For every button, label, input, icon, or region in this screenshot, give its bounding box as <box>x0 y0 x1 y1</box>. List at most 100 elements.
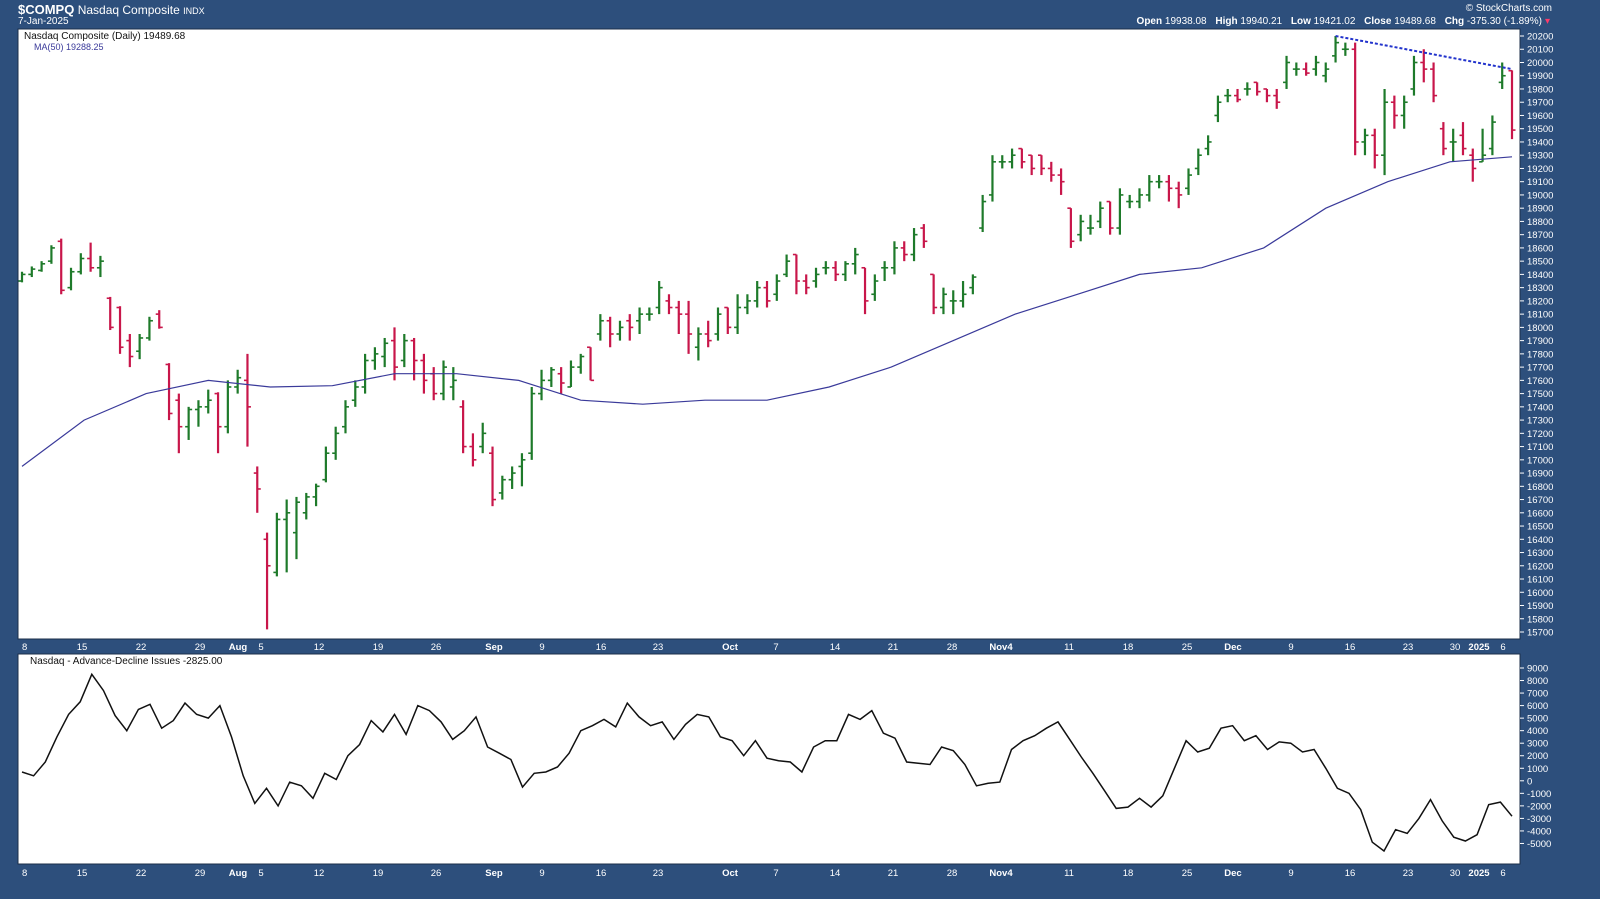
ohlc-bar <box>694 327 702 361</box>
y-tick-label: 18200 <box>1527 296 1553 307</box>
y-tick-label: 16600 <box>1527 508 1553 519</box>
ohlc-bar <box>1420 49 1428 83</box>
x-tick-label: Nov4 <box>989 642 1013 653</box>
ohlc-bar <box>890 241 898 275</box>
ohlc-bar <box>567 360 575 388</box>
ohlc-bar <box>587 346 595 382</box>
ohlc-bar <box>351 380 359 407</box>
ohlc-bar <box>547 367 555 387</box>
ohlc-bar <box>341 400 349 434</box>
y-tick-label: -5000 <box>1527 839 1551 850</box>
ad-panel-title: Nasdaq - Advance-Decline Issues -2825.00 <box>30 656 223 667</box>
ohlc-bar <box>1508 69 1516 140</box>
ohlc-bar <box>1459 122 1467 156</box>
ohlc-bar <box>1047 161 1055 182</box>
ohlc-bar <box>832 261 840 282</box>
ohlc-bar <box>1145 175 1153 202</box>
x-tick-label: 9 <box>539 642 544 653</box>
ohlc-bar <box>812 267 820 288</box>
ohlc-bar <box>400 334 408 368</box>
x-tick-label: 26 <box>431 868 442 879</box>
x-tick-label: Sep <box>485 642 503 653</box>
y-tick-label: 17000 <box>1527 455 1553 466</box>
down-triangle-icon: ▾ <box>1544 16 1550 27</box>
ohlc-bar <box>1371 128 1379 169</box>
ohlc-bar <box>391 327 398 381</box>
y-tick-label: 16400 <box>1527 535 1553 546</box>
y-tick-label: 19500 <box>1527 124 1553 135</box>
x-tick-label: 6 <box>1500 868 1505 879</box>
ohlc-bar <box>263 532 271 630</box>
y-tick-label: 5000 <box>1527 714 1548 725</box>
brand-label: © StockCharts.com <box>1465 3 1552 14</box>
ohlc-bar <box>302 492 310 520</box>
ohlc-bar <box>655 281 663 315</box>
x-tick-label: 19 <box>373 868 384 879</box>
ohlc-bar <box>1498 62 1506 89</box>
x-tick-label: Oct <box>722 868 739 879</box>
low-label: Low <box>1290 16 1311 27</box>
chg-label: Chg <box>1444 16 1465 27</box>
x-tick-label: 9 <box>1288 868 1293 879</box>
x-tick-label: 9 <box>1288 642 1293 653</box>
ohlc-bar <box>1067 207 1075 248</box>
y-tick-label: 16100 <box>1527 575 1553 586</box>
ohlc-bar <box>1410 55 1418 96</box>
x-tick-label: 14 <box>830 642 841 653</box>
ohlc-bar <box>273 512 281 577</box>
x-tick-label: Oct <box>722 642 739 653</box>
ohlc-bar <box>1253 81 1261 96</box>
ohlc-bar <box>283 499 291 573</box>
ohlc-bar <box>67 267 75 291</box>
ohlc-bar <box>224 380 232 434</box>
ohlc-bar <box>1332 36 1340 63</box>
y-tick-label: 17600 <box>1527 376 1553 387</box>
ohlc-bar <box>175 393 183 454</box>
ohlc-bar <box>87 242 95 272</box>
x-tick-label: 8 <box>22 868 27 879</box>
ohlc-bar <box>1116 188 1124 235</box>
y-tick-label: 18600 <box>1527 243 1553 254</box>
x-tick-label: 23 <box>653 642 664 653</box>
y-tick-label: 18800 <box>1527 217 1553 228</box>
x-tick-label: 25 <box>1182 868 1193 879</box>
ohlc-bar <box>645 307 653 321</box>
ohlc-bar <box>1077 214 1085 242</box>
price-x-axis: 8 15 22 29 Aug 5 12 19 26 Sep 9 16 23 Oct 7 14 21 28 Nov4 1… <box>22 642 1506 653</box>
ohlc-bar <box>96 255 104 278</box>
y-tick-label: -2000 <box>1527 801 1551 812</box>
ohlc-bar <box>538 369 546 401</box>
x-tick-label: 11 <box>1064 868 1074 879</box>
index-name: Nasdaq Composite <box>77 3 180 17</box>
y-tick-label: 17400 <box>1527 402 1553 413</box>
ohlc-bar <box>900 241 908 262</box>
y-tick-label: 16300 <box>1527 548 1553 559</box>
ohlc-bar <box>1341 42 1349 56</box>
high-label: High <box>1215 16 1238 27</box>
y-tick-label: 19100 <box>1527 177 1553 188</box>
x-tick-label: 9 <box>539 868 544 879</box>
y-tick-label: 9000 <box>1527 664 1548 675</box>
ohlc-bar <box>1136 188 1143 209</box>
high-value: 19940.21 <box>1240 16 1283 27</box>
ohlc-bar <box>783 254 791 278</box>
y-tick-label: 19400 <box>1527 137 1553 148</box>
y-tick-label: 19200 <box>1527 164 1553 175</box>
y-tick-label: 0 <box>1527 776 1532 787</box>
ohlc-bar <box>665 294 673 315</box>
chg-value: -375.30 (-1.89%) <box>1466 16 1542 27</box>
ohlc-bar <box>145 316 153 341</box>
y-tick-label: 19800 <box>1527 84 1553 95</box>
x-tick-label: 7 <box>773 868 778 879</box>
ohlc-bar <box>724 306 732 334</box>
ohlc-bar <box>626 314 634 341</box>
y-tick-label: 16500 <box>1527 522 1553 533</box>
x-tick-label: Nov4 <box>989 868 1013 879</box>
y-tick-label: 17500 <box>1527 389 1553 400</box>
ohlc-bar <box>841 261 849 282</box>
y-tick-label: 17300 <box>1527 416 1553 427</box>
y-tick-label: 18400 <box>1527 270 1553 281</box>
x-tick-label: 5 <box>258 868 263 879</box>
ohlc-bar <box>528 386 536 460</box>
x-tick-label: 14 <box>830 868 841 879</box>
